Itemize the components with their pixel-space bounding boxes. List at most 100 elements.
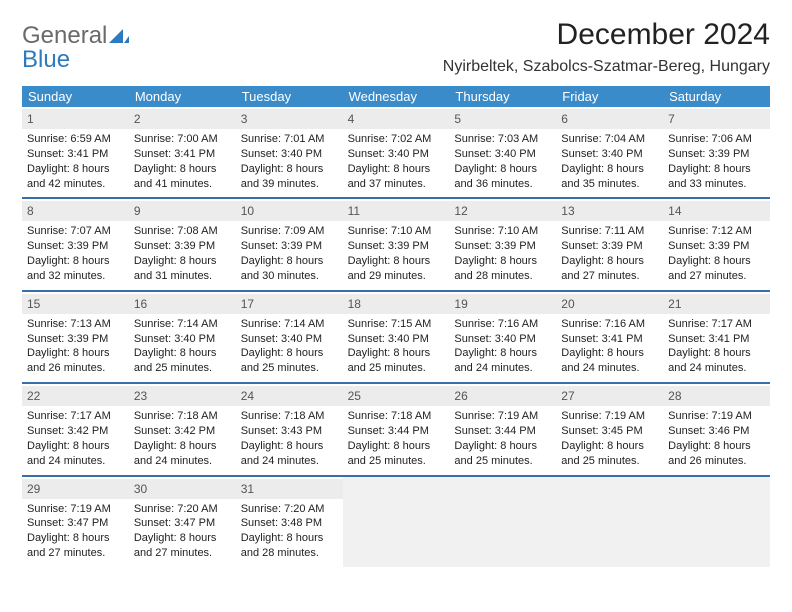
day-number-bar: 3 <box>236 109 343 129</box>
calendar-day: 16Sunrise: 7:14 AMSunset: 3:40 PMDayligh… <box>129 292 236 382</box>
sunset-line: Sunset: 3:39 PM <box>454 239 551 254</box>
day-number: 22 <box>27 389 40 403</box>
day-number-bar: 20 <box>556 294 663 314</box>
day-number-bar: 22 <box>22 386 129 406</box>
sunset-line: Sunset: 3:39 PM <box>561 239 658 254</box>
calendar-day: 13Sunrise: 7:11 AMSunset: 3:39 PMDayligh… <box>556 199 663 289</box>
day-number: 11 <box>348 204 360 218</box>
daylight-line: Daylight: 8 hours <box>348 439 445 454</box>
day-number-bar: 2 <box>129 109 236 129</box>
day-number-bar: 28 <box>663 386 770 406</box>
calendar-day: 4Sunrise: 7:02 AMSunset: 3:40 PMDaylight… <box>343 107 450 197</box>
daylight-line: Daylight: 8 hours <box>241 439 338 454</box>
daylight-line: Daylight: 8 hours <box>561 254 658 269</box>
daylight-line: and 36 minutes. <box>454 177 551 192</box>
dow-sunday: Sunday <box>22 86 129 107</box>
sunset-line: Sunset: 3:39 PM <box>668 147 765 162</box>
day-number: 23 <box>134 389 147 403</box>
location-subtitle: Nyirbeltek, Szabolcs-Szatmar-Bereg, Hung… <box>443 58 770 76</box>
sunset-line: Sunset: 3:41 PM <box>134 147 231 162</box>
calendar-day: 29Sunrise: 7:19 AMSunset: 3:47 PMDayligh… <box>22 477 129 567</box>
daylight-line: and 27 minutes. <box>561 269 658 284</box>
day-number-bar: 1 <box>22 109 129 129</box>
day-number: 12 <box>454 204 467 218</box>
calendar-day: 31Sunrise: 7:20 AMSunset: 3:48 PMDayligh… <box>236 477 343 567</box>
dow-tuesday: Tuesday <box>236 86 343 107</box>
sunrise-line: Sunrise: 7:16 AM <box>561 317 658 332</box>
day-number-bar: 14 <box>663 201 770 221</box>
daylight-line: and 33 minutes. <box>668 177 765 192</box>
daylight-line: Daylight: 8 hours <box>668 254 765 269</box>
daylight-line: Daylight: 8 hours <box>241 346 338 361</box>
daylight-line: and 25 minutes. <box>134 361 231 376</box>
daylight-line: and 25 minutes. <box>348 361 445 376</box>
day-number: 19 <box>454 297 467 311</box>
calendar-week-row: 15Sunrise: 7:13 AMSunset: 3:39 PMDayligh… <box>22 292 770 384</box>
daylight-line: Daylight: 8 hours <box>561 162 658 177</box>
daylight-line: and 24 minutes. <box>454 361 551 376</box>
day-number-bar: 19 <box>449 294 556 314</box>
daylight-line: and 25 minutes. <box>454 454 551 469</box>
daylight-line: and 27 minutes. <box>27 546 124 561</box>
sunset-line: Sunset: 3:47 PM <box>134 516 231 531</box>
daylight-line: and 41 minutes. <box>134 177 231 192</box>
sunset-line: Sunset: 3:46 PM <box>668 424 765 439</box>
sunrise-line: Sunrise: 7:14 AM <box>134 317 231 332</box>
calendar-day-empty <box>343 477 450 567</box>
sunrise-line: Sunrise: 7:10 AM <box>454 224 551 239</box>
day-number-bar: 4 <box>343 109 450 129</box>
daylight-line: Daylight: 8 hours <box>134 254 231 269</box>
sunrise-line: Sunrise: 7:16 AM <box>454 317 551 332</box>
daylight-line: and 24 minutes. <box>134 454 231 469</box>
calendar-day: 15Sunrise: 7:13 AMSunset: 3:39 PMDayligh… <box>22 292 129 382</box>
sunrise-line: Sunrise: 7:18 AM <box>348 409 445 424</box>
day-number: 3 <box>241 112 248 126</box>
daylight-line: Daylight: 8 hours <box>348 162 445 177</box>
calendar-day: 7Sunrise: 7:06 AMSunset: 3:39 PMDaylight… <box>663 107 770 197</box>
calendar-day: 1Sunrise: 6:59 AMSunset: 3:41 PMDaylight… <box>22 107 129 197</box>
sunrise-line: Sunrise: 7:18 AM <box>241 409 338 424</box>
day-number-bar: 12 <box>449 201 556 221</box>
daylight-line: Daylight: 8 hours <box>668 346 765 361</box>
sunset-line: Sunset: 3:39 PM <box>27 332 124 347</box>
daylight-line: Daylight: 8 hours <box>348 346 445 361</box>
dow-thursday: Thursday <box>449 86 556 107</box>
sunrise-line: Sunrise: 7:19 AM <box>668 409 765 424</box>
daylight-line: and 28 minutes. <box>241 546 338 561</box>
day-number: 29 <box>27 482 40 496</box>
dow-monday: Monday <box>129 86 236 107</box>
sunrise-line: Sunrise: 7:18 AM <box>134 409 231 424</box>
calendar-day: 21Sunrise: 7:17 AMSunset: 3:41 PMDayligh… <box>663 292 770 382</box>
daylight-line: and 25 minutes. <box>561 454 658 469</box>
day-number: 31 <box>241 482 254 496</box>
day-number-bar: 27 <box>556 386 663 406</box>
daylight-line: Daylight: 8 hours <box>454 162 551 177</box>
day-number: 21 <box>668 297 681 311</box>
day-number: 30 <box>134 482 147 496</box>
day-number: 24 <box>241 389 254 403</box>
day-number: 27 <box>561 389 574 403</box>
day-number-bar: 21 <box>663 294 770 314</box>
calendar-day: 27Sunrise: 7:19 AMSunset: 3:45 PMDayligh… <box>556 384 663 474</box>
day-number-bar: 9 <box>129 201 236 221</box>
calendar-day: 25Sunrise: 7:18 AMSunset: 3:44 PMDayligh… <box>343 384 450 474</box>
sunset-line: Sunset: 3:45 PM <box>561 424 658 439</box>
daylight-line: and 27 minutes. <box>668 269 765 284</box>
header: General Blue December 2024 Nyirbeltek, S… <box>22 18 770 76</box>
daylight-line: Daylight: 8 hours <box>134 531 231 546</box>
sunrise-line: Sunrise: 7:13 AM <box>27 317 124 332</box>
daylight-line: and 27 minutes. <box>134 546 231 561</box>
day-number-bar: 25 <box>343 386 450 406</box>
daylight-line: Daylight: 8 hours <box>134 346 231 361</box>
sunrise-line: Sunrise: 7:00 AM <box>134 132 231 147</box>
day-number-bar: 17 <box>236 294 343 314</box>
day-number-bar: 7 <box>663 109 770 129</box>
sunset-line: Sunset: 3:40 PM <box>454 147 551 162</box>
sunrise-line: Sunrise: 7:09 AM <box>241 224 338 239</box>
calendar-day: 3Sunrise: 7:01 AMSunset: 3:40 PMDaylight… <box>236 107 343 197</box>
sunset-line: Sunset: 3:39 PM <box>241 239 338 254</box>
daylight-line: Daylight: 8 hours <box>27 346 124 361</box>
sunrise-line: Sunrise: 7:11 AM <box>561 224 658 239</box>
daylight-line: Daylight: 8 hours <box>27 254 124 269</box>
calendar-day: 19Sunrise: 7:16 AMSunset: 3:40 PMDayligh… <box>449 292 556 382</box>
